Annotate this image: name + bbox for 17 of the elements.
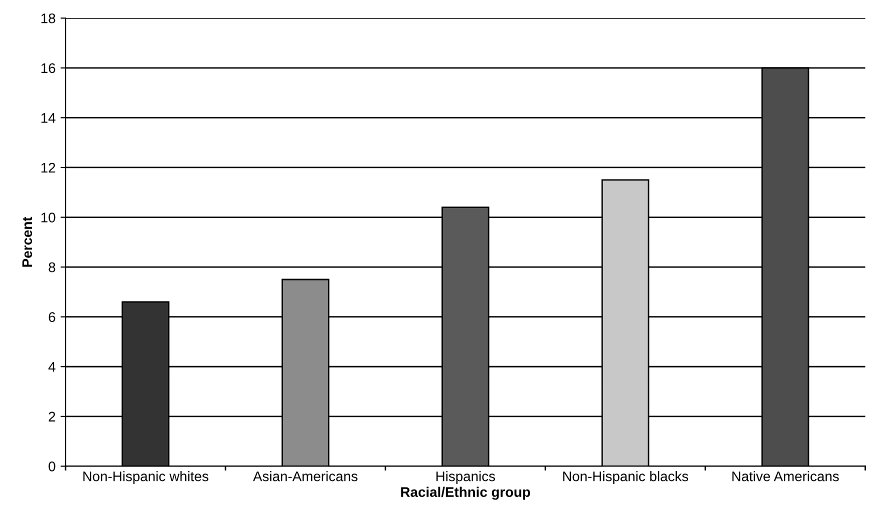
x-axis-title: Racial/Ethnic group [401, 486, 530, 500]
x-tick-label: Non-Hispanic whites [83, 471, 208, 484]
y-tick-label: 8 [48, 262, 56, 272]
y-tick-label: 2 [48, 412, 56, 422]
x-tick-label: Hispanics [436, 471, 496, 484]
y-tick-label: 0 [48, 462, 56, 472]
y-tick-label: 14 [41, 113, 56, 123]
y-tick-label: 4 [48, 362, 56, 372]
y-tick-label: 6 [48, 312, 56, 322]
y-tick-label: 18 [41, 13, 56, 24]
x-tick-label: Non-Hispanic blacks [563, 471, 688, 484]
y-tick-label: 16 [41, 63, 56, 74]
y-tick-label: 10 [41, 212, 56, 222]
x-tick-label: Native Americans [732, 471, 839, 482]
y-axis-title: Percent [22, 216, 32, 267]
x-tick-label: Asian-Americans [253, 471, 358, 482]
y-tick-label: 12 [41, 162, 56, 173]
